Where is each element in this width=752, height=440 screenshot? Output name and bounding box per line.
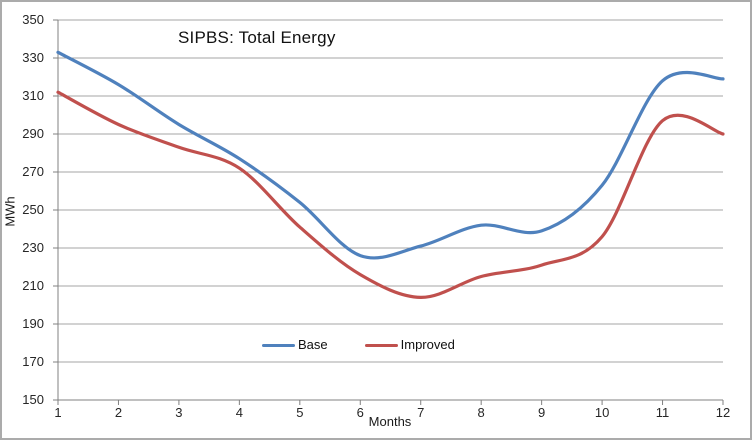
chart-title: SIPBS: Total Energy — [178, 28, 336, 47]
y-tick-label: 210 — [22, 278, 44, 293]
y-tick-label: 170 — [22, 354, 44, 369]
x-tick-label: 8 — [477, 405, 485, 420]
y-tick-label: 350 — [22, 12, 44, 27]
y-tick-label: 270 — [22, 164, 44, 179]
legend-line-improved-icon — [364, 343, 398, 347]
legend-label: Improved — [400, 337, 455, 352]
x-tick-label: 2 — [114, 405, 123, 420]
x-tick-label: 12 — [715, 405, 731, 420]
y-tick-label: 230 — [22, 240, 44, 255]
x-tick-label: 9 — [538, 405, 546, 420]
x-tick-label: 6 — [356, 405, 364, 420]
x-tick-label: 10 — [594, 405, 610, 420]
y-tick-label: 250 — [22, 202, 44, 217]
legend-label: Base — [298, 337, 328, 352]
x-axis-title: Months — [368, 414, 412, 429]
x-tick-label: 5 — [296, 405, 304, 420]
legend-item-base: Base — [262, 337, 328, 353]
x-tick-label: 11 — [655, 405, 670, 420]
y-tick-label: 330 — [22, 50, 44, 65]
y-tick-label: 150 — [22, 392, 44, 407]
x-tick-label: 4 — [235, 405, 243, 420]
x-tick-label: 3 — [175, 405, 183, 420]
series-line-improved — [56, 90, 725, 300]
y-tick-label: 290 — [22, 126, 44, 141]
x-tick-label: 1 — [54, 405, 62, 420]
legend: Base Improved — [262, 336, 455, 354]
legend-line-base-icon — [262, 343, 295, 347]
legend-item-improved: Improved — [364, 337, 455, 353]
series-line-base — [56, 50, 725, 260]
x-tick-label: 7 — [417, 405, 425, 420]
y-tick-label: 190 — [22, 316, 44, 331]
y-tick-label: 310 — [22, 88, 44, 103]
